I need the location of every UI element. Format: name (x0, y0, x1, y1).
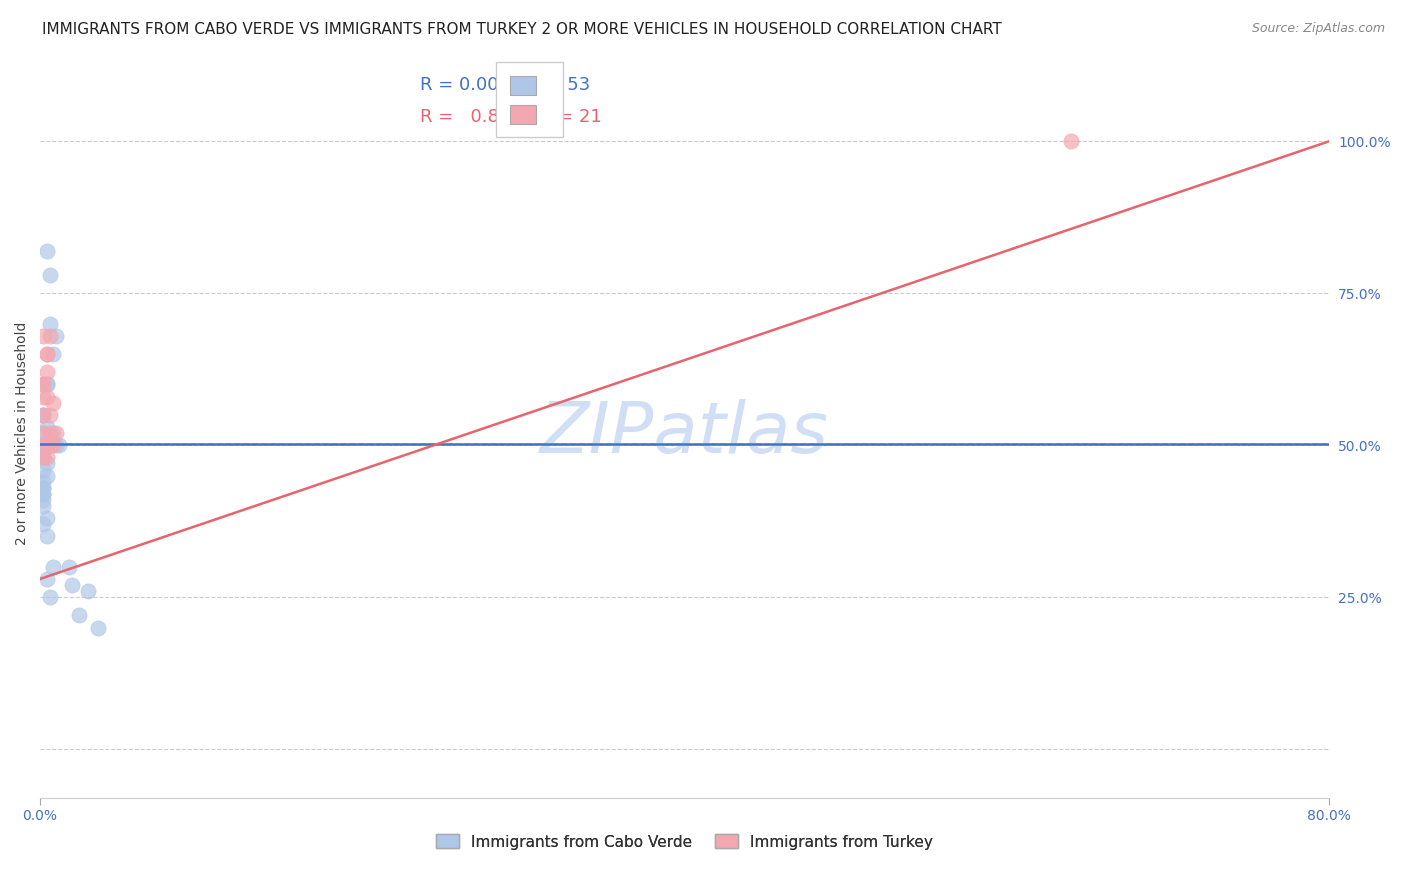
Point (38, 268, 60, 282)
Point (32, 438, 55, 452)
Point (32, 438, 55, 452)
Point (38, 329, 60, 343)
Point (35, 420, 58, 434)
Point (42, 347, 65, 361)
Point (32, 438, 55, 452)
Point (32, 487, 55, 501)
Point (35, 457, 58, 471)
Point (32, 377, 55, 392)
Point (32, 438, 55, 452)
Point (45, 426, 67, 441)
Point (38, 426, 60, 441)
Point (87, 621, 110, 635)
Point (38, 317, 60, 331)
Point (58, 559, 80, 574)
Point (32, 499, 55, 513)
Point (35, 377, 58, 392)
Point (35, 438, 58, 452)
Point (32, 517, 55, 532)
Point (38, 408, 60, 422)
Point (32, 438, 55, 452)
Point (32, 450, 55, 465)
Point (45, 329, 67, 343)
Point (42, 426, 65, 441)
Point (35, 244, 58, 258)
Legend: Immigrants from Cabo Verde, Immigrants from Turkey: Immigrants from Cabo Verde, Immigrants f… (430, 829, 939, 855)
Point (32, 329, 55, 343)
Point (32, 426, 55, 441)
Point (42, 438, 65, 452)
Point (32, 462, 55, 476)
Point (32, 450, 55, 465)
Point (35, 377, 58, 392)
Point (42, 559, 65, 574)
Point (35, 468, 58, 483)
Point (32, 481, 55, 495)
Text: IMMIGRANTS FROM CABO VERDE VS IMMIGRANTS FROM TURKEY 2 OR MORE VEHICLES IN HOUSE: IMMIGRANTS FROM CABO VERDE VS IMMIGRANTS… (42, 22, 1002, 37)
Point (32, 450, 55, 465)
Point (60, 578, 83, 592)
Point (32, 492, 55, 507)
Point (35, 450, 58, 465)
Point (32, 408, 55, 422)
Point (32, 438, 55, 452)
Point (32, 481, 55, 495)
Text: ZIPatlas: ZIPatlas (540, 399, 830, 467)
Point (35, 347, 58, 361)
Point (35, 511, 58, 525)
Text: Source: ZipAtlas.com: Source: ZipAtlas.com (1251, 22, 1385, 36)
Point (35, 347, 58, 361)
Point (38, 590, 60, 604)
Point (48, 438, 70, 452)
Point (32, 408, 55, 422)
Point (32, 438, 55, 452)
Point (35, 438, 58, 452)
Point (32, 438, 55, 452)
Point (1060, 135, 1083, 149)
Point (42, 395, 65, 409)
Point (77, 584, 100, 599)
Point (67, 608, 90, 623)
Point (32, 426, 55, 441)
Point (35, 572, 58, 586)
Point (32, 475, 55, 489)
Point (35, 365, 58, 379)
Point (38, 438, 60, 452)
Point (45, 438, 67, 452)
Point (32, 390, 55, 404)
Point (38, 438, 60, 452)
Point (32, 408, 55, 422)
Point (35, 438, 58, 452)
Point (38, 438, 60, 452)
Point (35, 438, 58, 452)
Point (32, 487, 55, 501)
Point (32, 377, 55, 392)
Y-axis label: 2 or more Vehicles in Household: 2 or more Vehicles in Household (15, 321, 30, 545)
Point (35, 438, 58, 452)
Point (32, 444, 55, 458)
Point (35, 390, 58, 404)
Text: R =   0.811   N = 21: R = 0.811 N = 21 (420, 109, 602, 127)
Text: R = 0.004   N = 53: R = 0.004 N = 53 (420, 77, 591, 95)
Point (32, 438, 55, 452)
Point (35, 529, 58, 543)
